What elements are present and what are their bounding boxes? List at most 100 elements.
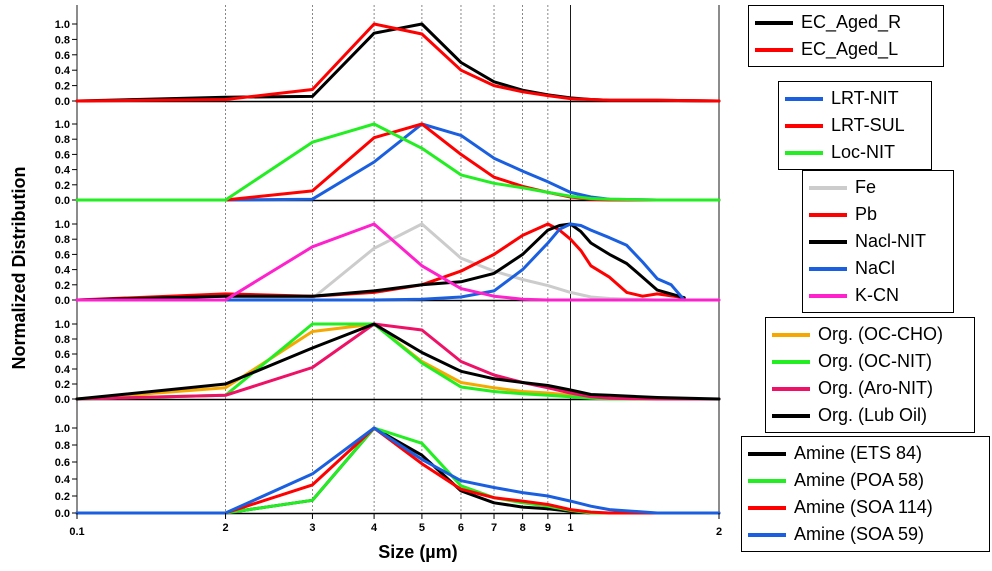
y-tick-label: 0.0 [55,508,70,520]
chart-panels: 0.00.20.40.60.81.00.00.20.40.60.81.00.00… [55,19,721,520]
series-line-nacl-nit [75,222,686,302]
x-tick-label: 8 [520,522,526,534]
legend-label: Fe [855,177,877,197]
chart-svg: 0.00.20.40.60.81.00.00.20.40.60.81.00.00… [9,5,722,562]
legend-panel-2: LRT-NIT LRT-SUL Loc-NIT [778,81,932,170]
y-tick-label: 1.0 [55,219,70,231]
y-tick-label: 0.2 [55,81,70,93]
legend-item: Fe [809,174,947,201]
legend-item: Loc-NIT [785,139,925,166]
legend-label: Amine (ETS 84) [794,443,923,463]
x-axis-ticks: 0.1 2 3 4 5 6 7 8 9 1 2 [69,513,722,538]
legend-label: Org. (OC-CHO) [818,324,943,344]
x-tick-label: 7 [491,522,497,534]
legend-swatch [748,478,786,483]
panel-1: 0.0 0.2 0.4 0.6 0.8 1.0 [55,19,721,108]
legend-item: Amine (ETS 84) [748,440,983,467]
legend-item: Org. (OC-CHO) [772,321,968,348]
legend-label: Org. (Aro-NIT) [818,378,933,398]
y-tick-label: 0.0 [55,96,70,108]
y-tick-label: 0.2 [55,280,70,292]
y-tick-label: 0.2 [55,180,70,192]
series-line-ec-aged-l [75,22,721,103]
legend-swatch [748,451,786,456]
legend-swatch [809,293,847,298]
legend-label: EC_Aged_L [801,39,899,59]
legend-swatch [755,47,793,52]
series-line-ec-aged-r [75,22,721,103]
y-tick-label: 0.8 [55,134,70,146]
y-tick-label: 0.8 [55,234,70,246]
x-axis-label: Size (µm) [378,542,457,562]
legend-item: Org. (Lub Oil) [772,402,968,429]
y-tick-label: 0.4 [55,265,71,277]
series-line-amine-soa-59- [75,426,721,515]
legend-label: Amine (SOA 114) [794,497,933,517]
series-line-org-lub-oil- [75,322,721,401]
legend-item: LRT-SUL [785,112,925,139]
y-tick-label: 0.6 [55,50,70,62]
legend-swatch [785,96,823,101]
y-tick-label: 0.8 [55,334,70,346]
y-tick-label: 0.0 [55,394,70,406]
legend-swatch [785,150,823,155]
legend-swatch [772,359,810,364]
legend-swatch [809,266,847,271]
legend-swatch [809,212,847,217]
y-tick-label: 0.8 [55,440,70,452]
legend-label: Pb [855,204,878,224]
y-tick-label: 0.6 [55,149,70,161]
series-line-loc-nit [75,122,721,202]
legend-panel-5: Amine (ETS 84) Amine (POA 58) Amine (SOA 1… [741,436,990,552]
y-axis-label: Normalized Distribution [9,166,29,369]
legend-item: Org. (Aro-NIT) [772,375,968,402]
legend-panel-4: Org. (OC-CHO) Org. (OC-NIT) Org. (Aro-NIT)… [765,317,975,433]
y-tick-label: 0.0 [55,195,70,207]
y-tick-label: 1.0 [55,319,70,331]
legend-label: LRT-SUL [831,115,905,135]
panel-4: 0.0 0.2 0.4 0.6 0.8 1.0 [55,319,721,406]
series-line-nacl [75,222,686,302]
y-tick-label: 0.6 [55,249,70,261]
panel-2: 0.0 0.2 0.4 0.6 0.8 1.0 [55,119,721,207]
legend-item: K-CN [809,282,947,309]
legend-item: Amine (SOA 114) [748,494,983,521]
y-tick-label: 0.4 [55,474,71,486]
series-line-org-aro-nit- [75,322,721,401]
x-tick-label: 2 [222,522,228,534]
legend-swatch [772,413,810,418]
y-tick-label: 0.8 [55,34,70,46]
y-tick-label: 0.0 [55,295,70,307]
y-tick-label: 0.2 [55,491,70,503]
y-tick-label: 1.0 [55,423,70,435]
legend-panel-1: EC_Aged_R EC_Aged_L [748,5,944,67]
y-tick-label: 0.4 [55,65,71,77]
x-tick-label: 6 [458,522,464,534]
y-tick-label: 0.4 [55,165,71,177]
panel-5: 0.0 0.2 0.4 0.6 0.8 1.0 [55,423,721,520]
legend-item: Pb [809,201,947,228]
series-line-fe [75,222,721,302]
x-tick-label: 9 [545,522,551,534]
panel-3: 0.0 0.2 0.4 0.6 0.8 1.0 [55,219,721,307]
legend-item: LRT-NIT [785,85,925,112]
legend-swatch [785,123,823,128]
legend-item: Amine (SOA 59) [748,521,983,548]
x-tick-label: 0.1 [69,526,84,538]
legend-item: Amine (POA 58) [748,467,983,494]
y-tick-label: 0.4 [55,364,71,376]
x-tick-label: 4 [371,522,378,534]
y-tick-label: 1.0 [55,19,70,31]
legend-item: EC_Aged_L [755,36,937,63]
x-tick-label: 3 [309,522,315,534]
series-line-amine-soa-114- [75,426,721,515]
y-tick-label: 1.0 [55,119,70,131]
legend-swatch [748,532,786,537]
x-tick-label: 1 [567,522,573,534]
legend-label: Nacl-NIT [855,231,926,251]
x-tick-label: 5 [419,522,425,534]
series-line-k-cn [75,222,721,302]
legend-swatch [748,505,786,510]
series-line-org-oc-cho- [75,322,721,401]
legend-swatch [772,332,810,337]
